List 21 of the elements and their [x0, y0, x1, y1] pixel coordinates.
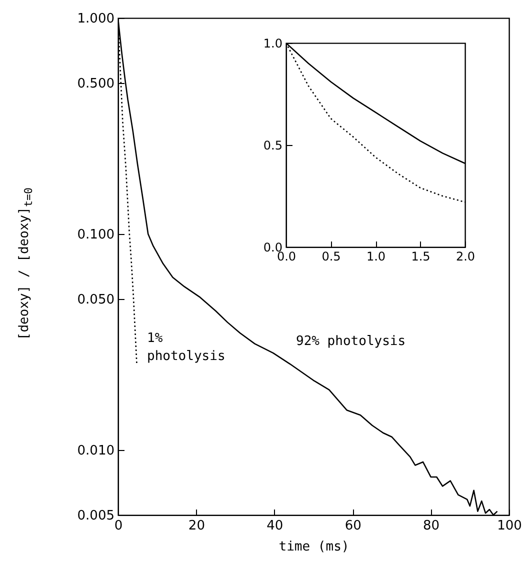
x-tick-label: 40 [266, 518, 284, 534]
x-tick-label: 1.5 [411, 250, 430, 264]
y-tick-label: 0.500 [77, 76, 114, 92]
y-tick-label: 1.0 [263, 36, 282, 50]
x-tick-label: 0 [114, 518, 123, 534]
x-tick-label: 2.0 [456, 250, 476, 264]
x-tick-label: 80 [423, 518, 440, 534]
x-tick-label: 100 [497, 518, 522, 534]
x-axis-title: time (ms) [278, 540, 350, 554]
y-tick-label: 0.100 [77, 227, 114, 242]
y-tick-label: 0.5 [263, 138, 282, 152]
x-tick-label: 0.5 [322, 250, 341, 264]
x-tick-label: 20 [188, 518, 205, 534]
annotation: 92% photolysis [296, 333, 406, 351]
y-tick-label: 0.010 [77, 443, 114, 458]
y-tick-label: 0.050 [77, 292, 114, 308]
y-tick-label: 1.000 [77, 12, 114, 26]
x-tick-label: 1.0 [366, 250, 386, 264]
y-tick-label: 0.005 [77, 508, 114, 524]
x-tick-label: 60 [344, 518, 362, 534]
annotation: 1% photolysis [147, 330, 226, 366]
